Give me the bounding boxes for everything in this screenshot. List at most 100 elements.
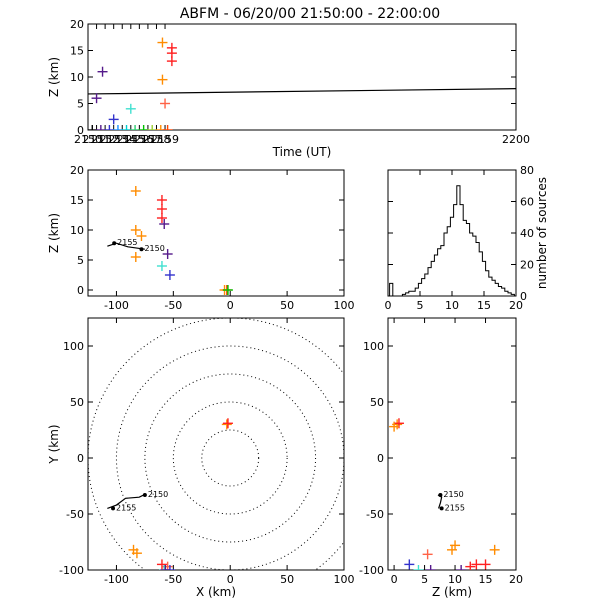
data-point: [465, 561, 476, 570]
xz_panel-frame: [87, 169, 345, 297]
time_panel-frame: [87, 23, 517, 131]
data-point: [130, 125, 141, 130]
data-point: [159, 565, 170, 570]
data-point: [160, 565, 171, 570]
x-tick-label: -100: [104, 299, 129, 312]
x-tick-label: 100: [334, 299, 355, 312]
y-tick-label: 0: [377, 452, 384, 465]
data-point: [447, 544, 457, 555]
histogram-bar: [466, 224, 469, 296]
y-tick-label: -50: [66, 508, 84, 521]
x-tick-label: 10: [445, 299, 459, 312]
x-tick-label: -50: [164, 573, 182, 586]
y-tick-label: 15: [70, 45, 84, 58]
xy_panel-frame: [87, 317, 345, 571]
track-marker: [112, 241, 117, 246]
xy_panel-ylabel: Y (km): [47, 424, 61, 464]
data-point: [489, 544, 500, 555]
x-tick-label: 2157: [134, 133, 162, 146]
figure-title: ABFM - 06/20/00 21:50:00 - 22:00:00: [180, 6, 440, 22]
y-tick-label: 10: [70, 224, 84, 237]
track-marker: [139, 247, 144, 252]
y2-tick-label: 80: [520, 164, 534, 177]
histogram-bar: [470, 233, 473, 296]
y-tick-label: 50: [370, 396, 384, 409]
zy_panel-xlabel: Z (km): [432, 585, 472, 599]
data-point: [162, 125, 173, 130]
time_panel-plot-area: [88, 37, 516, 130]
xz_panel-plot-area: 2155 2150: [107, 186, 233, 295]
data-point: [108, 114, 119, 125]
range-ring: [144, 373, 317, 543]
zy_panel: 0 5 10 15 20 -100 -50 0 50 100 Z (km) 2150 2155: [359, 317, 523, 599]
range-ring: [88, 318, 344, 570]
xz_panel: -100 -50 0 50 100 0 5 10 15 20 Z (km) 2155 2150: [47, 164, 355, 312]
y-tick-label: 0: [77, 284, 84, 297]
track-marker: [438, 492, 443, 497]
y2-tick-label: 0: [520, 290, 527, 303]
x-tick-label: 50: [280, 299, 294, 312]
track-label: 2150: [144, 244, 164, 253]
data-point: [147, 125, 158, 130]
data-point: [456, 565, 467, 570]
time_panel-xlabel: Time (UT): [272, 145, 332, 159]
histogram-bar: [450, 217, 453, 296]
data-point: [422, 549, 433, 560]
zy_panel-frame: [387, 317, 517, 571]
histogram-bar: [447, 227, 450, 296]
histogram-bar: [438, 249, 441, 296]
data-point: [160, 98, 171, 109]
xy_panel: -100 -50 0 50 100 -100 -50 0 50 100 X (km) Y (km) 21…: [47, 317, 355, 599]
track-line: [88, 88, 516, 95]
x-tick-label: 0: [227, 299, 234, 312]
data-point: [404, 559, 415, 570]
x-tick-label: -100: [104, 573, 129, 586]
y-tick-label: 5: [77, 98, 84, 111]
xz_panel-ylabel: Z (km): [47, 213, 61, 253]
histogram-bar: [473, 236, 476, 296]
track-marker: [142, 492, 147, 497]
data-point: [88, 125, 98, 130]
data-point: [157, 74, 168, 85]
y-tick-label: 100: [63, 340, 84, 353]
x-tick-label: 2200: [502, 133, 530, 146]
y-tick-label: 20: [70, 164, 84, 177]
xy_panel-plot-area: 2155 2150: [88, 318, 344, 570]
data-point: [156, 204, 167, 214]
x-tick-label: 0: [227, 573, 234, 586]
x-tick-label: 2154: [108, 133, 136, 146]
y-tick-label: 15: [70, 194, 84, 207]
y-tick-label: -100: [59, 564, 84, 577]
x-tick-label: 5: [417, 299, 424, 312]
x-tick-label: 2158: [142, 133, 170, 146]
data-point: [121, 125, 132, 130]
range-ring: [201, 429, 260, 487]
y-tick-label: -50: [366, 508, 384, 521]
x-tick-label: 2155: [117, 133, 145, 146]
data-point: [95, 125, 106, 130]
track-line: [107, 242, 145, 250]
data-point: [112, 125, 123, 130]
histogram-bar: [412, 291, 415, 296]
y-tick-label: 100: [363, 340, 384, 353]
data-point: [425, 565, 436, 570]
x-tick-label: 0: [385, 299, 392, 312]
data-point: [156, 213, 167, 223]
data-point: [155, 125, 166, 130]
data-point: [91, 93, 102, 104]
x-tick-label: 20: [509, 573, 523, 586]
x-tick-label: 2159: [151, 133, 179, 146]
range-ring: [115, 345, 344, 570]
data-point: [131, 548, 142, 559]
track-label: 2155: [445, 503, 465, 512]
x-tick-label: 2153: [100, 133, 128, 146]
x-tick-label: 10: [448, 573, 462, 586]
histogram-outline: [389, 185, 515, 296]
histogram_panel-y2label: number of sources: [535, 177, 549, 289]
y-tick-label: 0: [77, 124, 84, 137]
track-line: [107, 494, 145, 509]
data-point: [130, 252, 141, 262]
track-marker: [111, 506, 116, 511]
track-label: 2150: [443, 490, 463, 499]
